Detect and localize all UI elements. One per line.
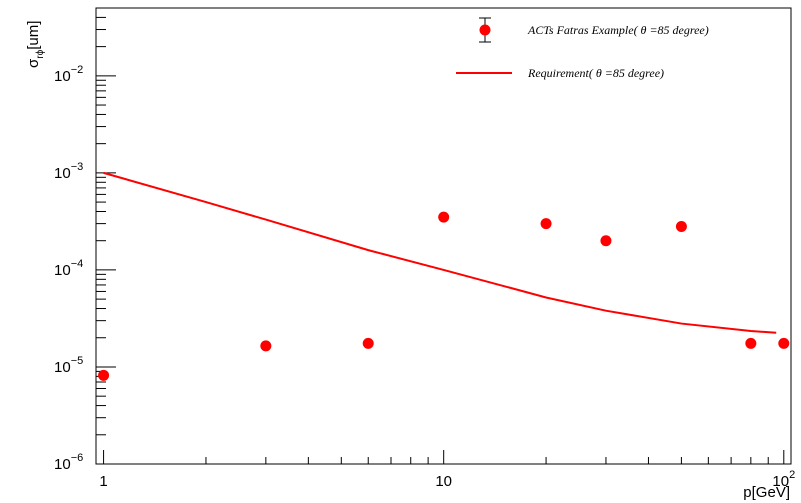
plot-frame bbox=[95, 7, 792, 465]
data-point bbox=[438, 211, 450, 223]
y-axis-label-subscript: rϕ bbox=[35, 49, 46, 58]
x-tick-label-base: 10 bbox=[772, 473, 789, 490]
y-tick-label: 10−5 bbox=[54, 355, 83, 376]
y-tick-label-exponent: −2 bbox=[71, 64, 84, 76]
y-tick-label-exponent: −3 bbox=[71, 161, 84, 173]
y-tick-label-exponent: −4 bbox=[71, 258, 84, 270]
data-point bbox=[778, 337, 790, 349]
data-point bbox=[260, 340, 272, 352]
data-point bbox=[745, 337, 757, 349]
legend-entry-requirement: Requirement( θ =85 degree) bbox=[527, 66, 664, 80]
y-tick-label: 10−2 bbox=[54, 64, 83, 85]
legend-marker-icon bbox=[479, 24, 491, 36]
series-layer bbox=[98, 171, 790, 381]
y-tick-label-base: 10 bbox=[54, 456, 71, 473]
y-tick-label-base: 10 bbox=[54, 262, 71, 279]
x-tick-label: 1 bbox=[99, 473, 107, 490]
y-tick-label-base: 10 bbox=[54, 68, 71, 85]
data-point bbox=[600, 235, 612, 247]
data-point bbox=[675, 221, 687, 233]
axis-ticks bbox=[96, 7, 785, 465]
requirement-line bbox=[103, 171, 777, 334]
y-tick-label-exponent: −6 bbox=[71, 452, 84, 464]
x-tick-label: 10 bbox=[435, 473, 452, 490]
x-tick-label: 102 bbox=[772, 469, 795, 490]
y-axis-label-sigma: σ bbox=[25, 58, 42, 68]
y-tick-label: 10−4 bbox=[54, 258, 83, 279]
y-axis-label-unit: [um] bbox=[25, 21, 42, 50]
x-tick-label-exponent: 2 bbox=[789, 469, 795, 481]
data-point bbox=[362, 337, 374, 349]
legend: ACTs Fatras Example( θ =85 degree) Requi… bbox=[456, 17, 709, 80]
y-tick-label: 10−3 bbox=[54, 161, 83, 182]
data-point bbox=[540, 218, 552, 230]
y-axis-label: σrϕ[um] bbox=[25, 21, 46, 68]
y-tick-label-base: 10 bbox=[54, 165, 71, 182]
y-tick-label: 10−6 bbox=[54, 452, 83, 473]
y-tick-label-base: 10 bbox=[54, 359, 71, 376]
data-point bbox=[98, 369, 110, 381]
y-tick-label-exponent: −5 bbox=[71, 355, 84, 367]
x-axis-label: p[GeV] bbox=[743, 484, 790, 501]
legend-entry-acts: ACTs Fatras Example( θ =85 degree) bbox=[527, 23, 709, 37]
